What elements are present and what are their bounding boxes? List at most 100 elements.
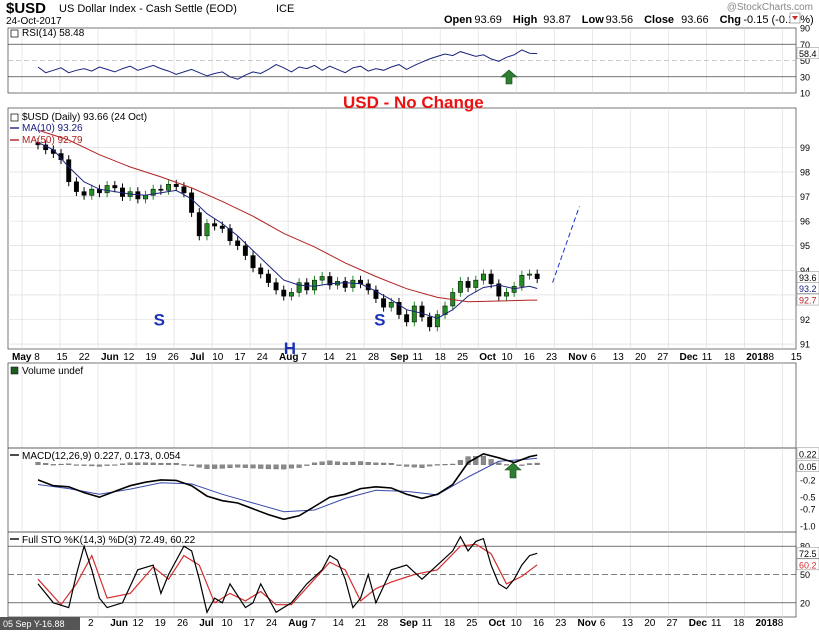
price-bar xyxy=(480,273,486,281)
price-bar xyxy=(189,192,195,213)
volume-title: Volume undef xyxy=(22,366,83,377)
x-axis-label: 8 xyxy=(769,352,775,363)
exchange-label: ICE xyxy=(276,3,294,15)
price-bar xyxy=(327,276,333,286)
price-bar xyxy=(288,292,294,297)
macd-histogram-bar xyxy=(427,464,433,467)
macd-histogram-bar xyxy=(212,464,218,469)
sto-title: Full STO %K(14,3) %D(3) 72.49, 60.22 xyxy=(22,535,196,546)
macd-line xyxy=(37,452,538,521)
macd-histogram-bar xyxy=(496,462,502,465)
price-bar xyxy=(81,191,87,196)
macd-histogram-bar xyxy=(381,462,387,465)
sto-tick-label: 50 xyxy=(800,570,810,580)
ma10-value-label-box xyxy=(796,282,819,294)
macd-histogram-bar xyxy=(227,464,233,469)
macd-histogram-bar xyxy=(73,464,79,466)
x-axis-bottom-label: 8 xyxy=(778,618,784,629)
macd-histogram-bar xyxy=(127,462,133,465)
x-axis-label: 19 xyxy=(146,352,158,363)
price-bar xyxy=(196,212,202,237)
x-axis-bottom-label: 10 xyxy=(511,618,523,629)
macd-histogram-bar xyxy=(158,462,164,465)
x-axis-bottom-label: 6 xyxy=(600,618,606,629)
macd-histogram-bar xyxy=(411,464,417,468)
macd-tick-label: -1.0 xyxy=(800,522,816,532)
macd-histogram-bar xyxy=(388,462,394,465)
sto-k-label-box xyxy=(796,547,819,559)
macd-histogram-bar xyxy=(181,464,187,466)
chevron-down-icon[interactable] xyxy=(789,12,801,24)
x-axis-bottom-label: 19 xyxy=(155,618,167,629)
price-bar xyxy=(212,223,218,227)
macd-tick-label: -0.2 xyxy=(800,475,816,485)
x-axis-label: 18 xyxy=(435,352,447,363)
x-axis-label: 24 xyxy=(257,352,269,363)
price-bar xyxy=(112,185,118,189)
ma10-value-label: 93.2 xyxy=(799,284,817,294)
x-axis-bottom-label: 16 xyxy=(533,618,545,629)
up-arrow-icon xyxy=(504,462,522,479)
price-bar xyxy=(258,267,264,275)
x-axis-label: Aug xyxy=(279,352,298,363)
price-bar xyxy=(342,281,348,288)
price-tick-label: 92 xyxy=(800,315,810,325)
ohlc-value: 93.66 xyxy=(681,14,709,26)
macd-histogram-bar xyxy=(503,464,510,466)
macd-histogram-bar xyxy=(473,456,479,465)
x-axis-bottom-label: 14 xyxy=(333,618,345,629)
x-axis-bottom-label: 18 xyxy=(733,618,745,629)
macd-histogram-bar xyxy=(450,463,456,465)
x-axis-bottom-label: 2018 xyxy=(756,618,779,629)
macd-histogram-bar xyxy=(204,464,210,469)
symbol-title: $USD xyxy=(6,0,46,17)
x-axis-label: 10 xyxy=(502,352,514,363)
x-axis-bottom-label: 25 xyxy=(466,618,478,629)
x-axis-label: 6 xyxy=(591,352,597,363)
x-axis-label: 21 xyxy=(346,352,358,363)
x-axis-label: Oct xyxy=(479,352,496,363)
x-axis-bottom-label: Dec xyxy=(689,618,708,629)
x-axis-label: 16 xyxy=(524,352,536,363)
macd-histogram-bar xyxy=(235,464,241,468)
x-axis-label: 7 xyxy=(301,352,307,363)
price-bar xyxy=(242,245,248,256)
macd-histogram-bar xyxy=(350,461,356,465)
macd-histogram-bar xyxy=(250,464,256,469)
price-bar xyxy=(312,279,317,291)
bottom-left-badge xyxy=(0,617,80,630)
x-axis-label: 22 xyxy=(79,352,91,363)
ohlc-label: Close xyxy=(644,14,674,26)
x-axis-label: 11 xyxy=(413,352,424,363)
price-bar xyxy=(404,314,410,323)
macd-value-label-box xyxy=(796,447,819,460)
ma10-legend: MA(10) 93.26 xyxy=(22,123,83,134)
macd-signal-line xyxy=(37,457,538,513)
x-axis-bottom-label: 11 xyxy=(711,618,722,629)
macd-histogram-bar xyxy=(358,461,364,465)
macd-histogram-bar xyxy=(442,464,448,466)
price-tick-label: 91 xyxy=(800,340,810,350)
price-bar xyxy=(143,195,148,200)
x-axis-label: 25 xyxy=(457,352,469,363)
sto-d-label: 60.2 xyxy=(799,560,817,570)
x-axis-bottom-label: 17 xyxy=(244,618,256,629)
price-bar xyxy=(411,305,417,323)
price-bar xyxy=(350,279,356,288)
macd-histogram-bar xyxy=(404,464,410,467)
x-axis-bottom-label: 10 xyxy=(222,618,234,629)
macd-histogram-bar xyxy=(43,463,49,465)
macd-hist-label-box xyxy=(796,460,819,472)
price-bar xyxy=(158,188,164,191)
macd-tick-label: -0.7 xyxy=(800,504,816,514)
macd-hist-label: 0.05 xyxy=(799,462,817,472)
x-axis-label: Dec xyxy=(680,352,699,363)
price-bar xyxy=(150,188,156,196)
ohlc-value: 93.56 xyxy=(606,14,634,26)
ohlc-label: Open xyxy=(444,14,472,26)
macd-tick-label: -0.5 xyxy=(800,493,816,503)
price-title: $USD (Daily) 93.66 (24 Oct) xyxy=(22,112,147,123)
price-tick-label: 97 xyxy=(800,192,810,202)
macd-histogram-bar xyxy=(166,462,172,465)
